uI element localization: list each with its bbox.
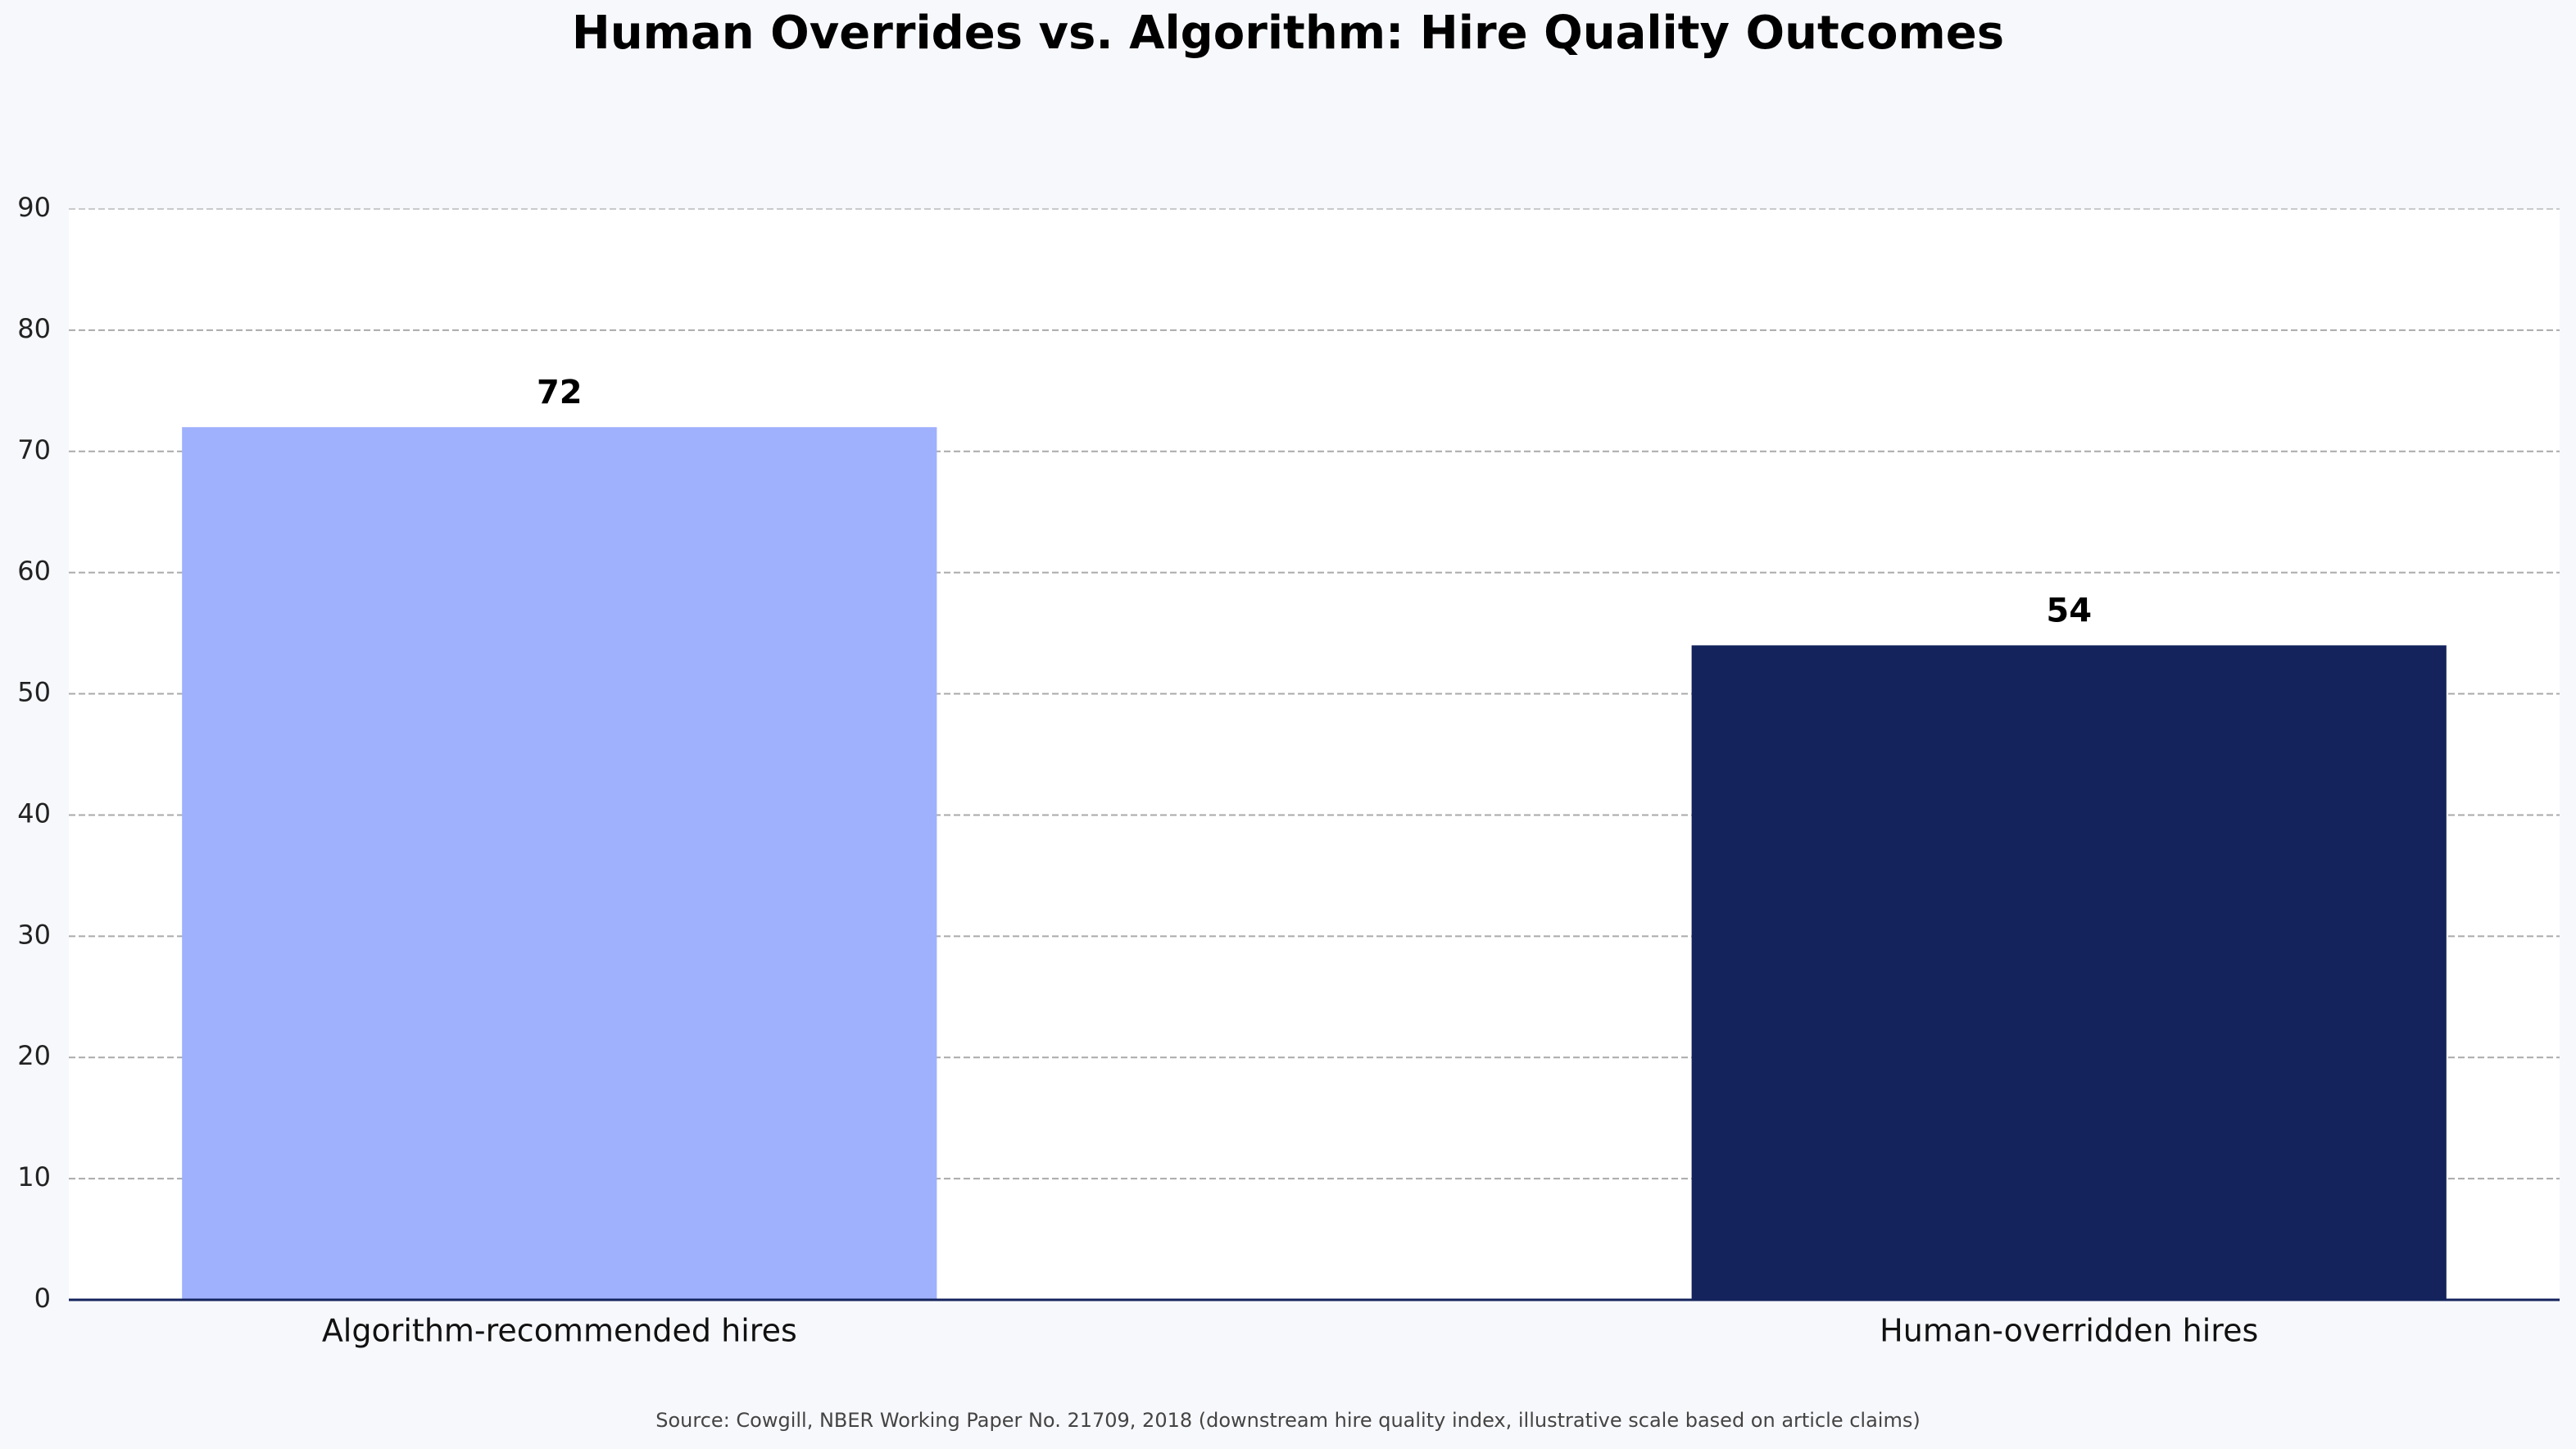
bar: [1691, 645, 2447, 1300]
value-label: 72: [537, 374, 583, 411]
value-label: 54: [2046, 592, 2092, 629]
y-tick-label: 90: [17, 192, 51, 223]
chart-title: Human Overrides vs. Algorithm: Hire Qual…: [572, 7, 2004, 60]
bar: [182, 427, 937, 1301]
y-tick-label: 40: [17, 797, 51, 829]
y-tick-label: 70: [17, 434, 51, 466]
y-tick-label: 80: [17, 313, 51, 344]
y-tick-label: 20: [17, 1040, 51, 1071]
y-tick-label: 30: [17, 919, 51, 950]
x-tick-label: Human-overridden hires: [1880, 1313, 2258, 1349]
y-tick-label: 50: [17, 677, 51, 708]
x-tick-label: Algorithm-recommended hires: [322, 1313, 797, 1349]
y-tick-label: 10: [17, 1161, 51, 1192]
source-note: Source: Cowgill, NBER Working Paper No. …: [655, 1409, 1920, 1432]
y-tick-label: 0: [34, 1283, 51, 1314]
y-tick-label: 60: [17, 556, 51, 587]
